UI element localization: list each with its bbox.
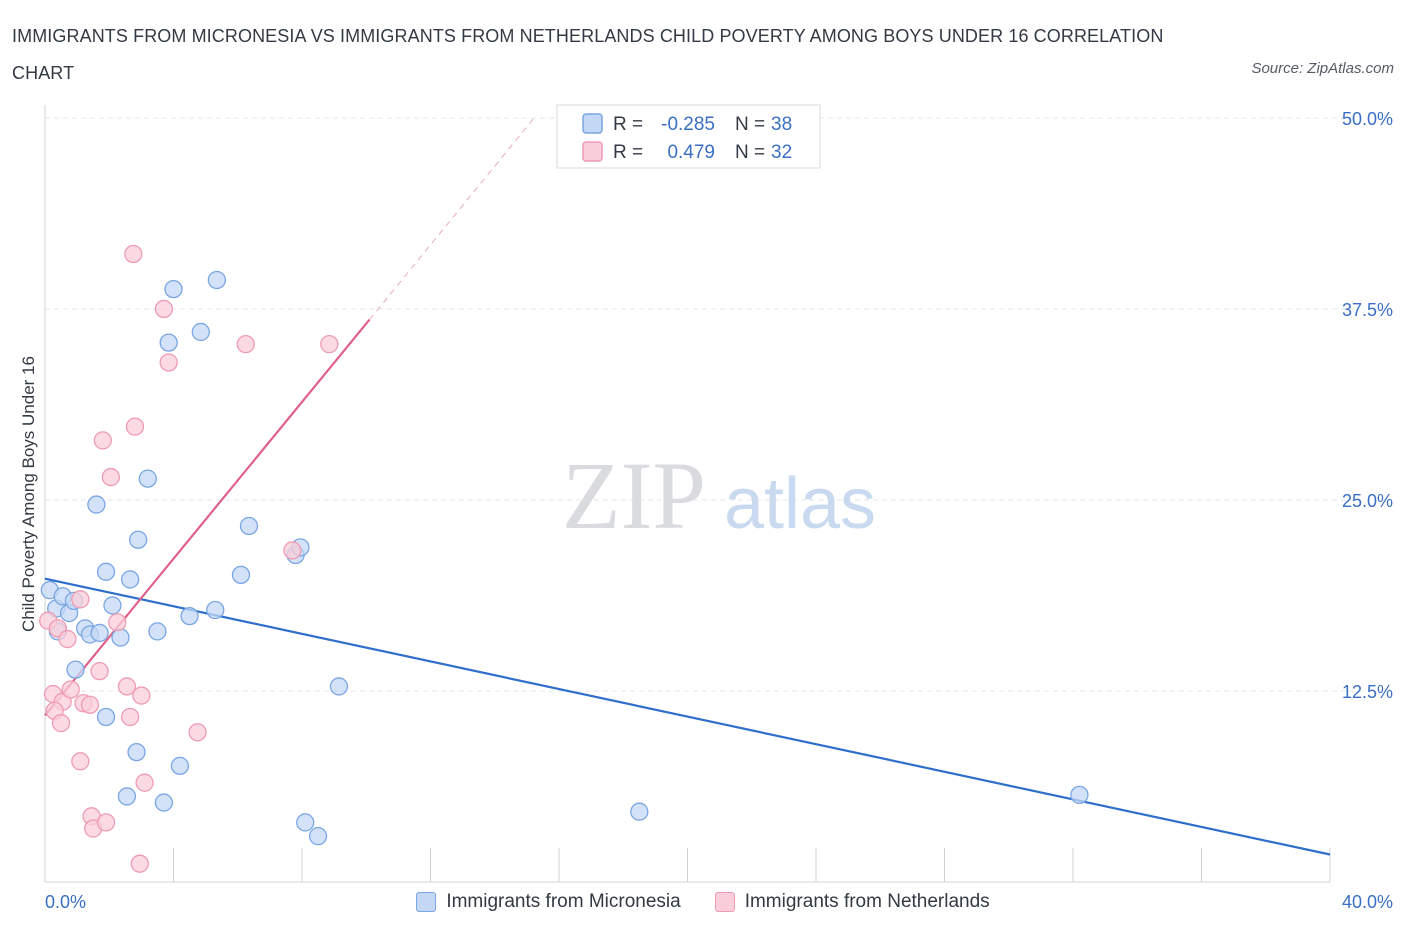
point-netherlands-21 <box>159 353 178 372</box>
point-netherlands-20 <box>154 299 174 319</box>
point-micronesia-31 <box>170 756 190 776</box>
point-micronesia-18 <box>159 333 178 352</box>
trend-line-netherlands-extension <box>369 114 537 321</box>
point-netherlands-25 <box>320 334 339 354</box>
source-label: Source: ZipAtlas.com <box>1251 60 1394 77</box>
point-micronesia-8 <box>90 623 109 643</box>
y-tick-label-1: 25.0% <box>1342 491 1393 511</box>
point-micronesia-16 <box>138 469 157 488</box>
axes <box>44 105 1331 883</box>
y-tick-label-2: 37.5% <box>1342 300 1393 320</box>
y-tick-label-0: 12.5% <box>1342 682 1393 702</box>
y-axis-label: Child Poverty Among Boys Under 16 <box>19 356 38 632</box>
legend-item-netherlands: Immigrants from Netherlands <box>714 891 990 913</box>
point-micronesia-30 <box>127 742 146 762</box>
point-micronesia-23 <box>207 270 227 290</box>
point-micronesia-29 <box>96 707 116 727</box>
point-netherlands-3 <box>71 590 90 609</box>
legend-r-value-1: -0.285 <box>661 114 715 135</box>
legend-item-micronesia: Immigrants from Micronesia <box>416 891 681 913</box>
y-tick-label-3: 50.0% <box>1342 109 1393 129</box>
point-netherlands-12 <box>108 613 127 632</box>
point-micronesia-33 <box>154 793 174 812</box>
x-tick-label-0: 0.0% <box>45 892 86 912</box>
legend-top: R = -0.285 N = 38 R = 0.479 N = 32 <box>556 104 821 169</box>
legend-n-label-1: N = <box>735 114 765 135</box>
point-netherlands-16 <box>93 431 112 450</box>
trend-line-netherlands <box>44 318 371 717</box>
point-micronesia-22 <box>206 600 225 620</box>
point-netherlands-13 <box>117 677 137 696</box>
data-points <box>39 244 1089 873</box>
watermark-atlas: atlas <box>724 464 876 544</box>
legend-label-netherlands: Immigrants from Netherlands <box>744 891 990 912</box>
point-netherlands-30 <box>96 813 116 832</box>
legend-label-micronesia: Immigrants from Micronesia <box>446 891 681 912</box>
legend-r-label-2: R = <box>613 142 643 163</box>
point-micronesia-20 <box>180 606 199 626</box>
legend-r-value-2: 0.479 <box>667 142 715 163</box>
point-micronesia-28 <box>329 677 349 696</box>
point-micronesia-25 <box>239 516 259 536</box>
legend-swatch-netherlands-bottom <box>714 892 735 912</box>
point-netherlands-23 <box>236 334 255 354</box>
tick-labels: 12.5% 25.0% 37.5% 50.0% 0.0% 40.0% <box>45 109 1393 912</box>
point-micronesia-24 <box>231 565 251 585</box>
legend-n-value-2: 32 <box>771 142 792 163</box>
point-netherlands-26 <box>71 752 90 771</box>
point-micronesia-35 <box>308 827 328 846</box>
point-micronesia-11 <box>96 562 116 581</box>
x-tick-label-1: 40.0% <box>1342 892 1393 912</box>
point-netherlands-15 <box>120 707 140 727</box>
point-netherlands-8 <box>51 713 71 733</box>
point-netherlands-14 <box>132 686 151 705</box>
legend-swatch-micronesia <box>582 113 603 134</box>
point-netherlands-11 <box>90 661 109 681</box>
legend-n-label-2: N = <box>735 142 765 163</box>
point-micronesia-19 <box>164 279 183 299</box>
point-micronesia-21 <box>191 322 210 342</box>
legend-n-value-1: 38 <box>771 114 792 135</box>
legend-r-label-1: R = <box>613 114 643 135</box>
point-micronesia-12 <box>120 570 140 589</box>
legend-swatch-netherlands <box>582 141 603 162</box>
grid-lines <box>45 117 1360 692</box>
point-netherlands-22 <box>188 723 207 742</box>
point-micronesia-37 <box>1070 785 1089 805</box>
trend-line-micronesia <box>44 577 1331 856</box>
point-micronesia-14 <box>129 530 148 549</box>
point-micronesia-10 <box>111 628 130 647</box>
point-micronesia-32 <box>117 787 137 806</box>
point-micronesia-34 <box>296 813 315 832</box>
point-netherlands-17 <box>101 467 121 487</box>
legend-swatch-micronesia-bottom <box>416 892 437 912</box>
point-micronesia-17 <box>148 622 167 641</box>
point-micronesia-13 <box>66 660 85 679</box>
point-netherlands-27 <box>135 773 154 792</box>
point-micronesia-36 <box>630 802 649 821</box>
point-netherlands-6 <box>61 680 80 699</box>
point-netherlands-31 <box>130 854 149 873</box>
point-netherlands-19 <box>125 417 145 436</box>
point-netherlands-10 <box>80 695 100 714</box>
chart-title: IMMIGRANTS FROM MICRONESIA VS IMMIGRANTS… <box>12 26 1164 83</box>
point-micronesia-15 <box>87 495 106 514</box>
point-micronesia-9 <box>103 596 122 615</box>
legend-bottom: Immigrants from Micronesia Immigrants fr… <box>0 889 1406 915</box>
point-netherlands-24 <box>283 541 302 560</box>
point-netherlands-18 <box>124 244 143 264</box>
watermark-zip: ZIP <box>562 442 706 549</box>
trend-lines <box>44 114 1331 856</box>
point-netherlands-2 <box>58 629 77 649</box>
